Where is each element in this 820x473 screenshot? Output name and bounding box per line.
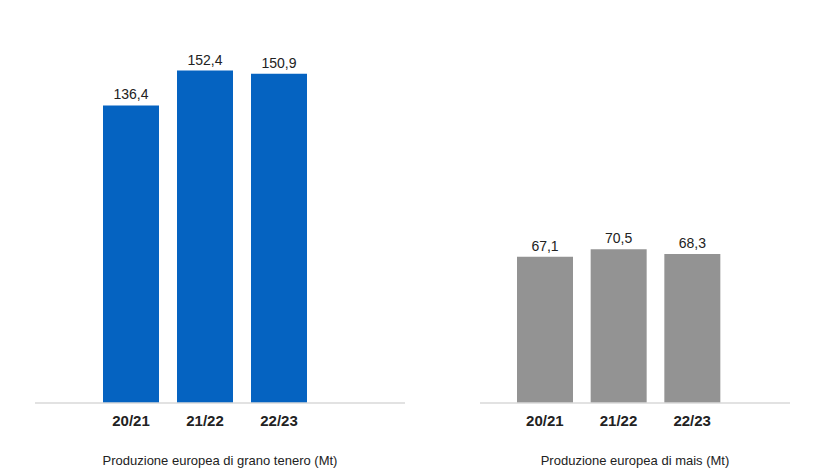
svg-text:Produzione europea di mais (Mt: Produzione europea di mais (Mt) xyxy=(541,453,730,468)
svg-text:70,5: 70,5 xyxy=(605,230,632,246)
svg-text:21/22: 21/22 xyxy=(186,412,224,429)
svg-text:152,4: 152,4 xyxy=(187,52,222,68)
svg-text:68,3: 68,3 xyxy=(679,235,706,251)
svg-text:136,4: 136,4 xyxy=(113,86,148,102)
svg-text:22/23: 22/23 xyxy=(260,412,298,429)
svg-text:22/23: 22/23 xyxy=(673,412,711,429)
svg-text:67,1: 67,1 xyxy=(531,238,558,254)
svg-text:20/21: 20/21 xyxy=(112,412,150,429)
svg-text:20/21: 20/21 xyxy=(526,412,564,429)
svg-text:21/22: 21/22 xyxy=(600,412,638,429)
svg-text:Produzione europea di grano te: Produzione europea di grano tenero (Mt) xyxy=(103,453,338,468)
svg-text:150,9: 150,9 xyxy=(261,55,296,71)
